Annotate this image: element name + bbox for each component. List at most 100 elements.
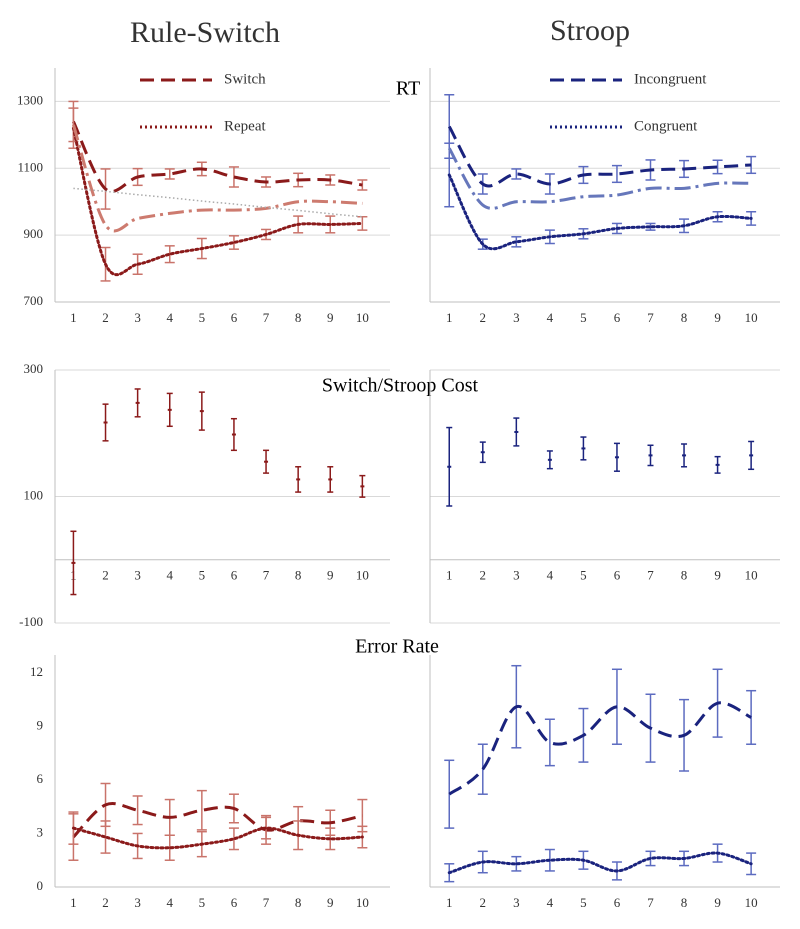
- legend-label: Congruent: [634, 118, 698, 134]
- error-bar: [132, 795, 143, 826]
- x-tick-label: 2: [102, 895, 109, 910]
- x-tick-label: 6: [231, 895, 238, 910]
- x-tick-label: 10: [356, 310, 369, 325]
- x-tick-label: 9: [714, 895, 721, 910]
- legend-label: Switch: [224, 71, 266, 87]
- x-tick-label: 8: [295, 895, 302, 910]
- x-tick-label: 3: [513, 568, 520, 583]
- x-tick-label: 3: [134, 568, 141, 583]
- y-tick-label: 9: [37, 717, 44, 732]
- error-bar: [712, 159, 723, 175]
- series-line: [71, 826, 364, 850]
- x-tick-label: 9: [714, 568, 721, 583]
- y-tick-label: 1100: [17, 159, 43, 174]
- x-tick-label: 4: [166, 568, 173, 583]
- x-tick-label: 9: [714, 310, 721, 325]
- y-tick-label: -100: [19, 614, 43, 629]
- x-tick-label: 9: [327, 568, 334, 583]
- x-tick-label: 4: [166, 895, 173, 910]
- y-tick-label: 100: [24, 487, 44, 502]
- series-line: [71, 126, 364, 277]
- x-tick-label: 2: [102, 568, 109, 583]
- x-tick-label: 4: [166, 310, 173, 325]
- x-tick-label: 2: [480, 568, 487, 583]
- x-tick-label: 1: [446, 568, 453, 583]
- row-title: Error Rate: [355, 636, 439, 658]
- x-tick-label: 5: [199, 895, 206, 910]
- error-bar: [357, 216, 368, 231]
- x-tick-label: 6: [614, 568, 621, 583]
- x-tick-label: 6: [614, 895, 621, 910]
- y-tick-label: 300: [24, 361, 44, 376]
- y-tick-label: 900: [24, 226, 44, 241]
- x-tick-label: 7: [647, 568, 654, 583]
- y-tick-label: 1300: [17, 92, 43, 107]
- x-tick-label: 10: [356, 568, 369, 583]
- legend-label: Repeat: [224, 118, 266, 134]
- x-tick-label: 3: [134, 895, 141, 910]
- x-tick-label: 8: [681, 310, 688, 325]
- series-line: [72, 120, 363, 193]
- series-line: [72, 802, 363, 839]
- x-tick-label: 1: [70, 895, 77, 910]
- x-tick-label: 3: [513, 310, 520, 325]
- series-line: [447, 173, 753, 251]
- series-line: [448, 701, 752, 796]
- x-tick-label: 4: [547, 310, 554, 325]
- y-tick-label: 6: [37, 771, 44, 786]
- x-tick-label: 1: [70, 310, 77, 325]
- error-bar: [196, 789, 207, 831]
- x-tick-label: 5: [580, 310, 587, 325]
- x-tick-label: 7: [647, 310, 654, 325]
- x-tick-label: 7: [263, 895, 270, 910]
- y-tick-label: 700: [24, 293, 44, 308]
- x-tick-label: 6: [231, 310, 238, 325]
- x-tick-label: 6: [614, 310, 621, 325]
- x-tick-label: 8: [681, 568, 688, 583]
- x-tick-label: 5: [199, 568, 206, 583]
- row-title: Switch/Stroop Cost: [322, 375, 479, 397]
- series-line: [73, 187, 363, 218]
- x-tick-label: 8: [295, 310, 302, 325]
- column-header: Rule-Switch: [130, 16, 280, 49]
- error-bar: [164, 168, 175, 180]
- x-tick-label: 3: [134, 310, 141, 325]
- x-tick-label: 8: [295, 568, 302, 583]
- x-tick-label: 1: [446, 895, 453, 910]
- x-tick-label: 10: [356, 895, 369, 910]
- x-tick-label: 7: [263, 310, 270, 325]
- x-tick-label: 9: [327, 310, 334, 325]
- x-tick-label: 1: [446, 310, 453, 325]
- series-line: [447, 125, 752, 188]
- error-bar: [511, 168, 522, 180]
- x-tick-label: 2: [480, 895, 487, 910]
- x-tick-label: 10: [745, 895, 758, 910]
- y-tick-label: 3: [37, 824, 44, 839]
- error-bar: [228, 166, 239, 188]
- x-tick-label: 4: [547, 895, 554, 910]
- y-tick-label: 12: [30, 664, 43, 679]
- series-line: [447, 147, 752, 210]
- y-tick-label: 0: [37, 878, 44, 893]
- x-tick-label: 9: [327, 895, 334, 910]
- x-tick-label: 3: [513, 895, 520, 910]
- legend-label: Incongruent: [634, 71, 707, 87]
- x-tick-label: 2: [102, 310, 109, 325]
- series-line: [71, 124, 363, 233]
- x-tick-label: 10: [745, 568, 758, 583]
- series-line: [447, 851, 753, 875]
- x-tick-label: 7: [263, 568, 270, 583]
- x-tick-label: 5: [199, 310, 206, 325]
- x-tick-label: 7: [647, 895, 654, 910]
- row-title: RT: [396, 78, 420, 100]
- x-tick-label: 4: [547, 568, 554, 583]
- x-tick-label: 5: [580, 568, 587, 583]
- x-tick-label: 5: [580, 895, 587, 910]
- x-tick-label: 10: [745, 310, 758, 325]
- x-tick-label: 8: [681, 895, 688, 910]
- error-bar: [611, 164, 622, 184]
- x-tick-label: 2: [480, 310, 487, 325]
- column-header: Stroop: [550, 14, 630, 47]
- x-tick-label: 6: [231, 568, 238, 583]
